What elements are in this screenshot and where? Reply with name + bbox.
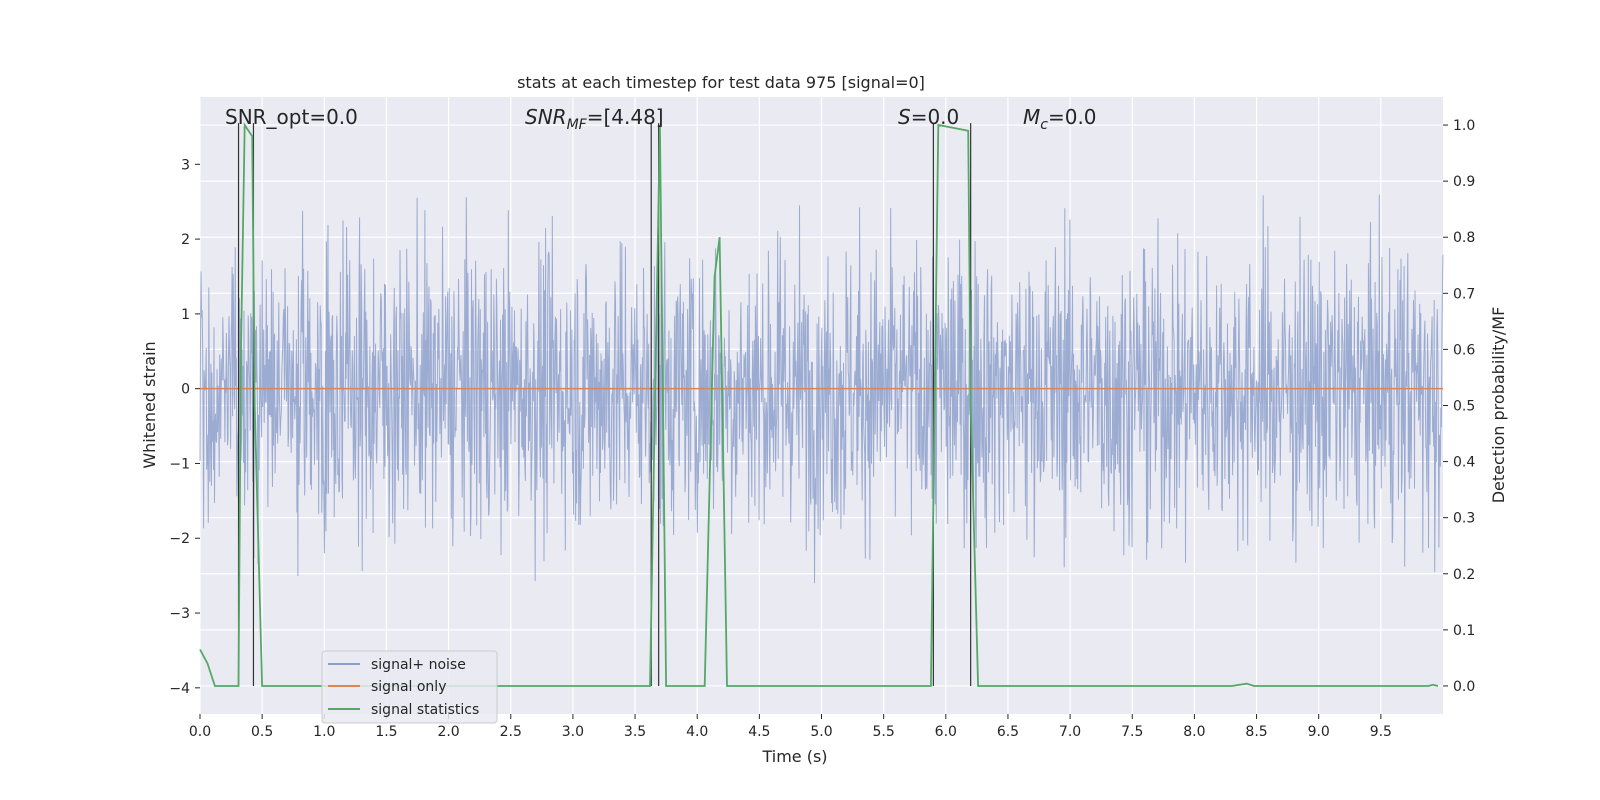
annotation-snr-opt: SNR_opt=0.0 [225,105,358,129]
x-axis-label: Time (s) [761,747,827,766]
left-y-tick-label: 1 [181,307,190,323]
left-y-tick-label: −1 [169,456,190,472]
right-y-tick-label: 0.4 [1453,455,1475,471]
chart-title: stats at each timestep for test data 975… [517,73,925,92]
x-tick-label: 3.0 [562,724,584,740]
right-y-tick-label: 0.2 [1453,567,1475,583]
annotation-s: S=0.0 [898,105,959,129]
right-y-tick-label: 0.0 [1453,679,1475,695]
right-y-tick-label: 0.8 [1453,230,1475,246]
x-tick-label: 0.5 [251,724,273,740]
x-tick-label: 5.0 [810,724,832,740]
legend-label-signal-statistics: signal statistics [371,702,479,718]
x-tick-label: 3.5 [624,724,646,740]
left-y-tick-label: 0 [181,382,190,398]
x-tick-label: 6.0 [935,724,957,740]
right-y-tick-label: 0.3 [1453,511,1475,527]
x-tick-label: 8.0 [1183,724,1205,740]
left-y-axis-label: Whitened strain [140,341,159,468]
x-tick-label: 1.5 [375,724,397,740]
right-y-axis-ticks: 1.0 0.9 0.8 0.7 0.6 0.5 0.4 0.3 0.2 0.1 0.0 [1443,118,1475,695]
legend-box [321,650,498,724]
annotation-mc: Mc=0.0 [1023,105,1097,133]
left-y-tick-label: −4 [169,681,190,697]
legend-label-signal-only: signal only [371,679,446,695]
right-y-axis-label: Detection probability/MF [1489,307,1508,504]
legend: signal+ noise signal only signal statist… [321,650,498,724]
x-tick-label: 2.5 [500,724,522,740]
left-y-tick-label: 2 [181,232,190,248]
x-tick-label: 9.5 [1370,724,1392,740]
x-tick-label: 7.0 [1059,724,1081,740]
right-y-tick-label: 0.6 [1453,342,1475,358]
x-tick-label: 4.5 [748,724,770,740]
x-tick-label: 0.0 [189,724,211,740]
noise-trace [199,194,1444,584]
x-tick-label: 7.5 [1121,724,1143,740]
x-axis-ticks: 0.0 0.5 1.0 1.5 2.0 2.5 3.0 3.5 4.0 4.5 5.0 5.5 6.0 6… [189,714,1392,740]
left-y-tick-label: −3 [169,606,190,622]
x-tick-label: 2.0 [437,724,459,740]
x-tick-label: 4.0 [686,724,708,740]
right-y-tick-label: 0.9 [1453,174,1475,190]
right-y-tick-label: 0.1 [1453,623,1475,639]
legend-label-signal-plus-noise: signal+ noise [371,657,466,673]
series-signal-statistics [199,122,1439,687]
x-tick-label: 5.5 [873,724,895,740]
left-y-tick-label: 3 [181,157,190,173]
annotation-snr-mf: SNRMF=[4.48] [525,105,664,133]
right-y-tick-label: 0.7 [1453,286,1475,302]
left-y-tick-label: −2 [169,531,190,547]
x-tick-label: 8.5 [1245,724,1267,740]
right-y-tick-label: 0.5 [1453,399,1475,415]
right-y-tick-label: 1.0 [1453,118,1475,134]
x-tick-label: 6.5 [997,724,1019,740]
series-signal-plus-noise [199,194,1444,584]
left-y-axis-ticks: 3 2 1 0 −1 −2 −3 −4 [169,157,200,697]
x-tick-label: 1.0 [313,724,335,740]
x-tick-label: 9.0 [1308,724,1330,740]
